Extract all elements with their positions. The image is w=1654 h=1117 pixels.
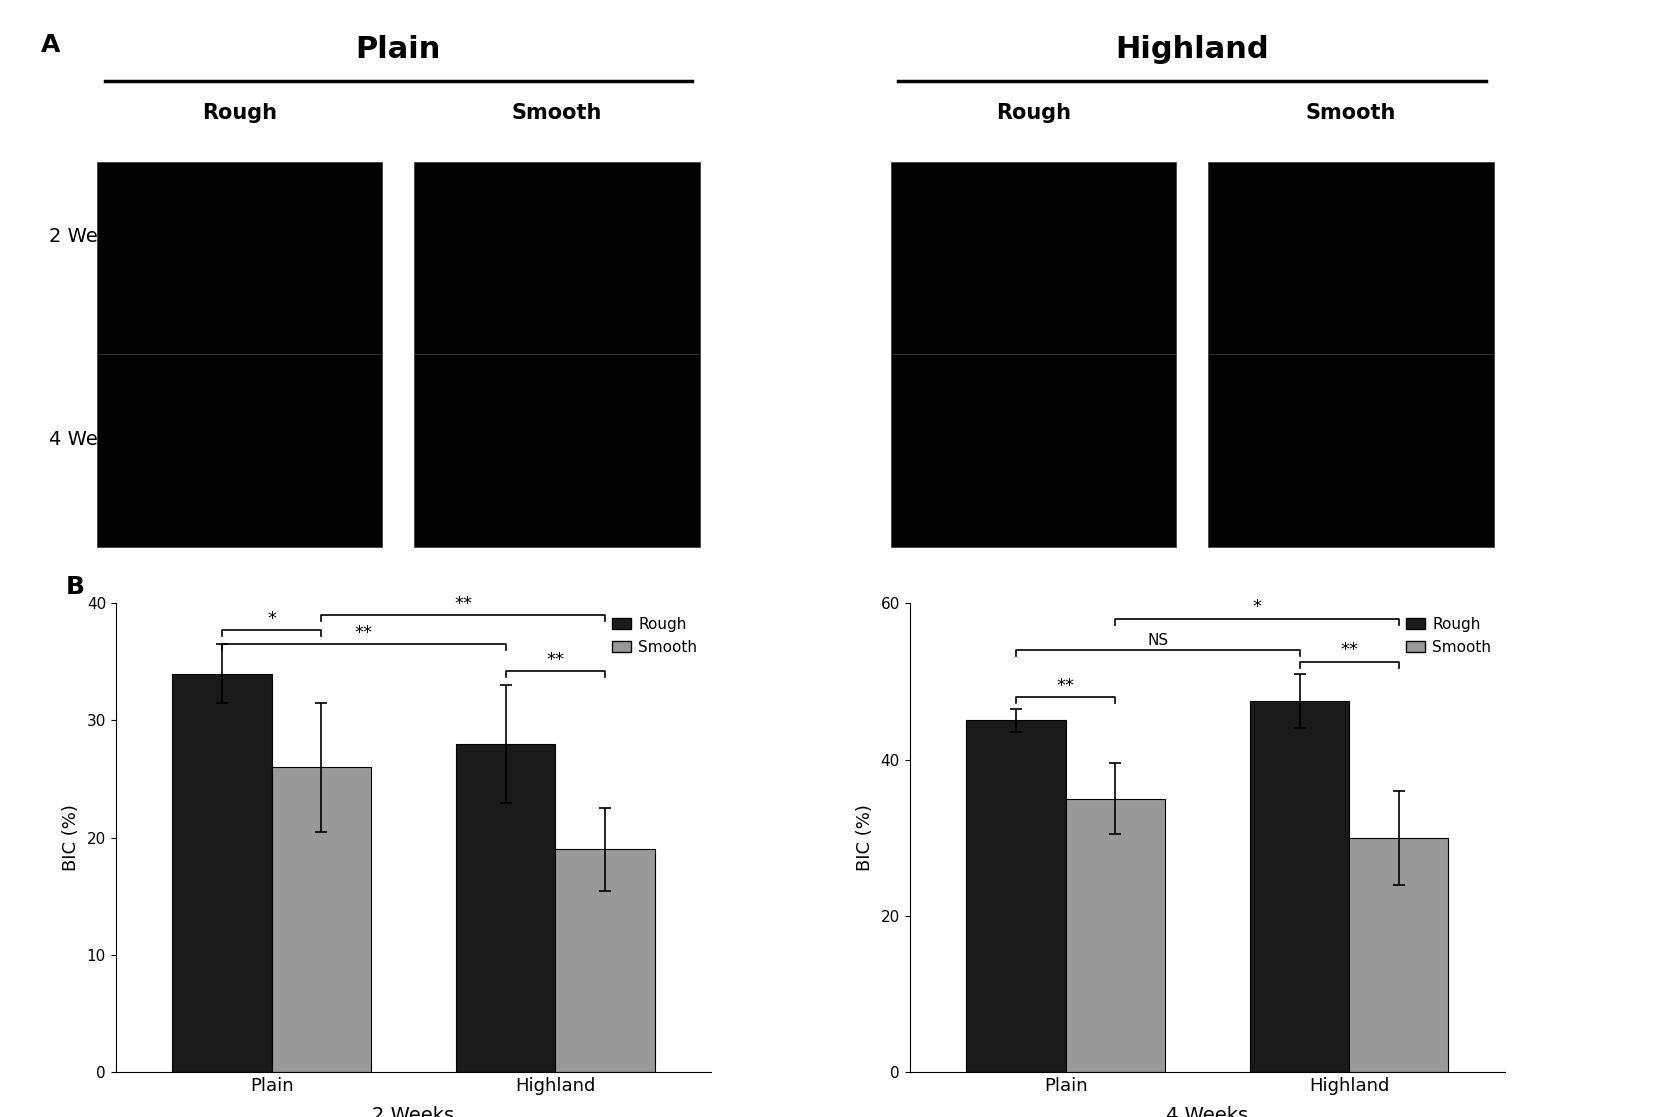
Text: 2 Weeks: 2 Weeks (50, 227, 131, 246)
Bar (1207, 354, 1494, 547)
Y-axis label: BIC (%): BIC (%) (855, 804, 873, 871)
Text: Smooth: Smooth (1305, 104, 1396, 123)
Bar (96, 162, 382, 354)
Bar (1207, 162, 1494, 354)
Text: **: ** (546, 651, 564, 669)
Text: **: ** (455, 594, 471, 612)
Bar (556, 850, 655, 1072)
Text: Highland: Highland (1115, 35, 1269, 64)
Bar (172, 674, 271, 1072)
Legend: Rough, Smooth: Rough, Smooth (1401, 611, 1497, 660)
X-axis label: 2 Weeks: 2 Weeks (372, 1106, 455, 1117)
Text: *: * (1252, 599, 1262, 617)
Bar (1350, 838, 1449, 1072)
Text: *: * (268, 610, 276, 628)
Text: B: B (66, 575, 84, 599)
Text: Rough: Rough (202, 104, 276, 123)
Text: **: ** (1340, 641, 1358, 659)
Text: NS: NS (1148, 632, 1168, 648)
Bar (414, 354, 700, 547)
Bar (414, 162, 700, 354)
X-axis label: 4 Weeks: 4 Weeks (1166, 1106, 1249, 1117)
Text: **: ** (356, 624, 372, 642)
Bar (96, 354, 382, 547)
Text: A: A (41, 34, 61, 57)
Text: **: ** (1057, 677, 1075, 695)
Text: Smooth: Smooth (511, 104, 602, 123)
Bar (966, 720, 1065, 1072)
Bar (1250, 701, 1350, 1072)
Text: 4 Weeks: 4 Weeks (50, 430, 131, 449)
Legend: Rough, Smooth: Rough, Smooth (607, 611, 703, 660)
Text: Plain: Plain (356, 35, 442, 64)
Text: Rough: Rough (996, 104, 1070, 123)
Y-axis label: BIC (%): BIC (%) (61, 804, 79, 871)
Bar (1065, 799, 1164, 1072)
Bar (890, 354, 1176, 547)
Bar (457, 744, 556, 1072)
Bar (890, 162, 1176, 354)
Bar (271, 767, 370, 1072)
